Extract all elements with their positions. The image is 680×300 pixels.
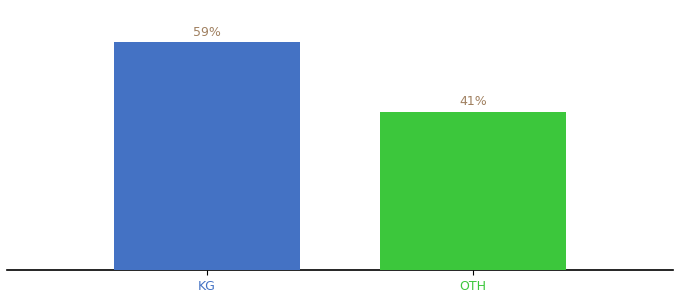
Text: 59%: 59%: [193, 26, 221, 39]
Bar: [114, 42, 300, 270]
Text: 41%: 41%: [460, 95, 487, 108]
Bar: [380, 112, 566, 270]
